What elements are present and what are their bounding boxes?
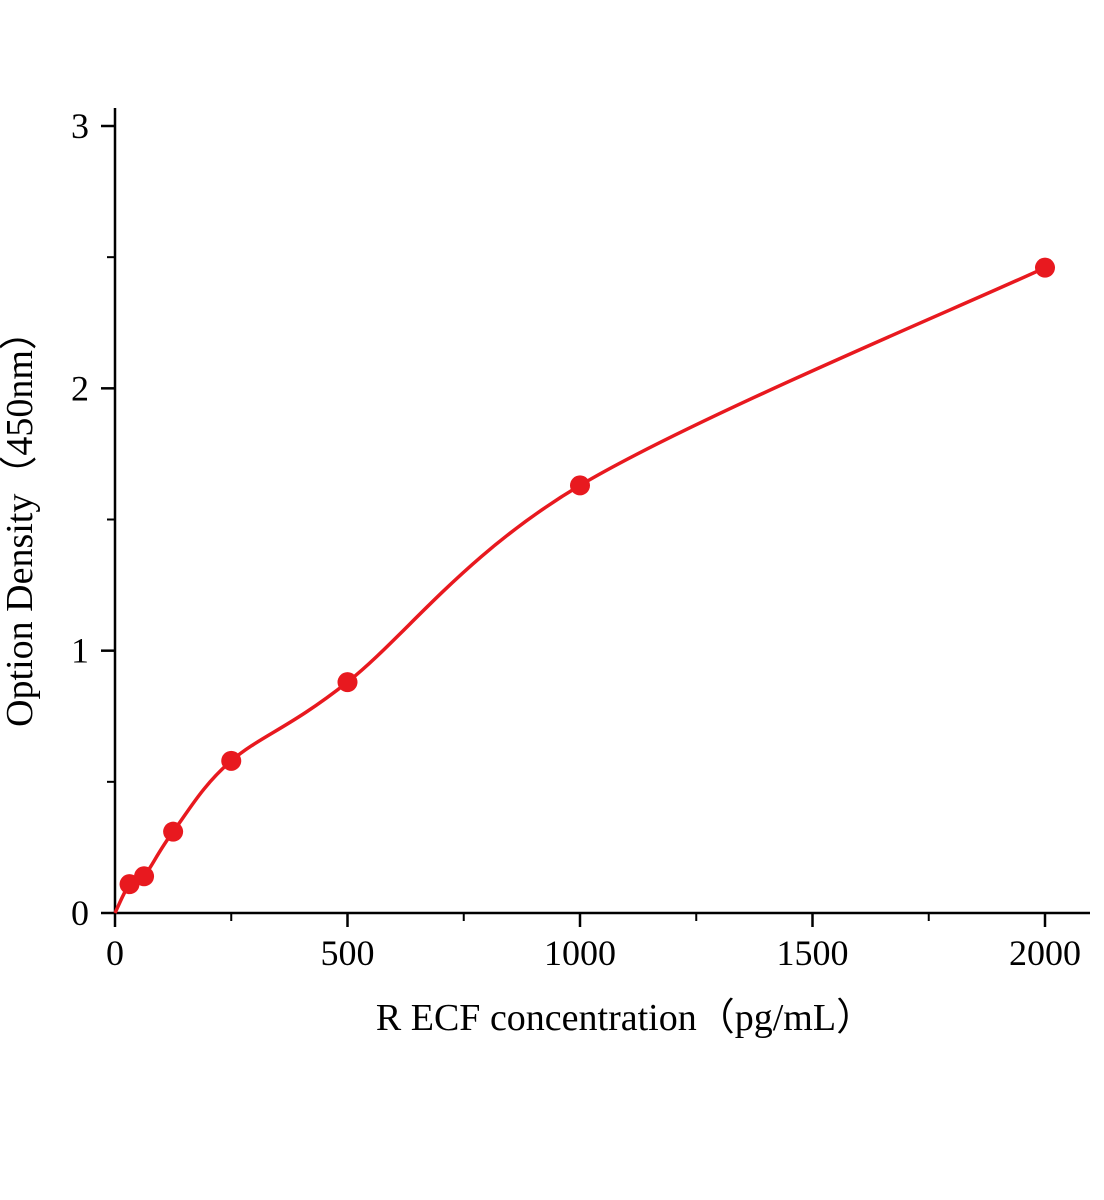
- y-axis-title: Option Density（450nm）: [0, 312, 41, 727]
- x-axis-tick-label: 1500: [777, 933, 849, 973]
- y-axis-tick-label: 1: [71, 631, 89, 671]
- x-axis-tick-label: 1000: [544, 933, 616, 973]
- data-point-marker: [337, 672, 358, 693]
- x-axis-title: R ECF concentration（pg/mL）: [376, 997, 874, 1039]
- data-point-marker: [221, 750, 242, 771]
- data-point-marker: [134, 866, 155, 887]
- y-axis-tick-label: 2: [71, 368, 89, 408]
- data-point-marker: [1035, 257, 1055, 278]
- fit-curve: [113, 266, 1046, 914]
- data-point-marker: [570, 475, 590, 496]
- y-axis-tick-label: 0: [71, 893, 89, 933]
- y-axis-tick-label: 3: [71, 106, 89, 146]
- x-axis-tick-label: 500: [321, 933, 375, 973]
- data-point-marker: [163, 821, 184, 842]
- x-axis-tick-label: 2000: [1009, 933, 1081, 973]
- x-axis-tick-label: 0: [106, 933, 124, 973]
